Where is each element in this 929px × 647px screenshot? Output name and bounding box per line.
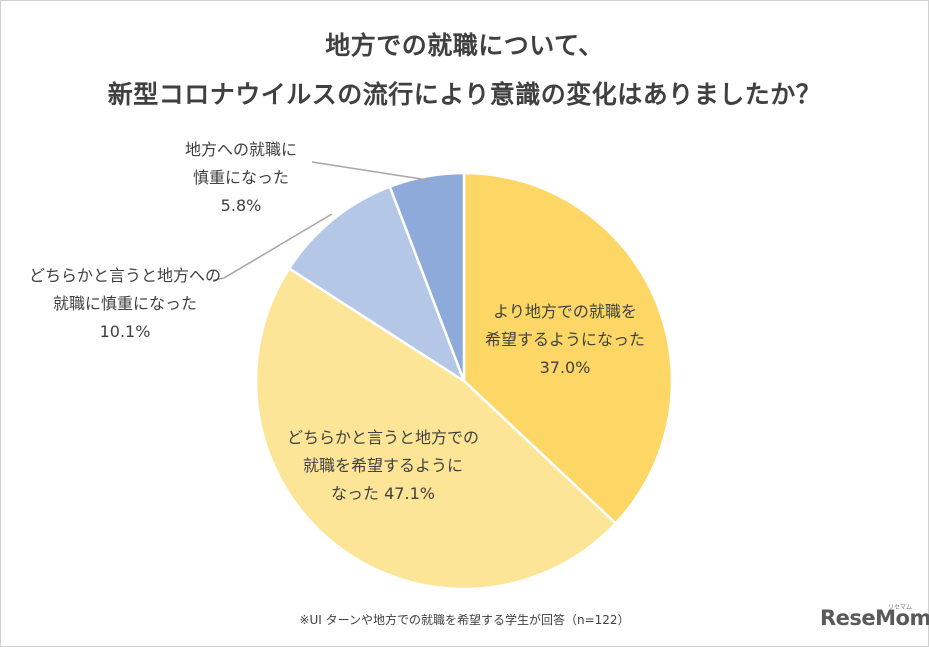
slice-somewhat-cautious <box>287 185 466 383</box>
leader-line-cautious <box>311 161 429 181</box>
brand-logo: ReseMom <box>820 606 929 630</box>
slice-cautious <box>388 171 466 383</box>
slice-somewhat-hopeful <box>254 267 617 591</box>
leader-line-somewhat-cautious <box>212 213 333 281</box>
brand-logo-kana: リセマム <box>888 604 913 611</box>
slice-label-more-hopeful: より地方での就職を 希望するようになった 37.0% <box>470 298 660 382</box>
slice-label-line: どちらかと言うと地方への <box>28 266 221 285</box>
slice-label-value: なった 47.1% <box>331 484 435 503</box>
slice-label-value: 5.8% <box>220 196 262 215</box>
slice-label-line: 希望するようになった <box>484 330 645 349</box>
slice-label-line: 地方への就職に <box>184 140 297 159</box>
slice-label-value: 37.0% <box>539 358 591 377</box>
slice-label-line: 就職に慎重になった <box>52 294 197 313</box>
slice-label-line: より地方での就職を <box>493 302 637 321</box>
slice-label-value: 10.1% <box>99 322 151 341</box>
slice-label-line: 就職を希望するように <box>302 456 463 475</box>
chart-title-line-2: 新型コロナウイルスの流行により意識の変化はありましたか？ <box>107 80 822 109</box>
slice-label-line: 慎重になった <box>192 168 289 187</box>
slice-label-somewhat-hopeful: どちらかと言うと地方での 就職を希望するように なった 47.1% <box>268 424 498 508</box>
chart-title-line-1: 地方での就職について、 <box>325 31 604 60</box>
slice-label-line: どちらかと言うと地方での <box>286 428 479 447</box>
slice-label-somewhat-cautious: どちらかと言うと地方への 就職に慎重になった 10.1% <box>10 262 240 346</box>
footnote: ※UI ターンや地方での就職を希望する学生が回答（n=122） <box>299 613 630 627</box>
slice-label-cautious: 地方への就職に 慎重になった 5.8% <box>166 136 316 220</box>
slice-more-hopeful <box>462 171 674 525</box>
